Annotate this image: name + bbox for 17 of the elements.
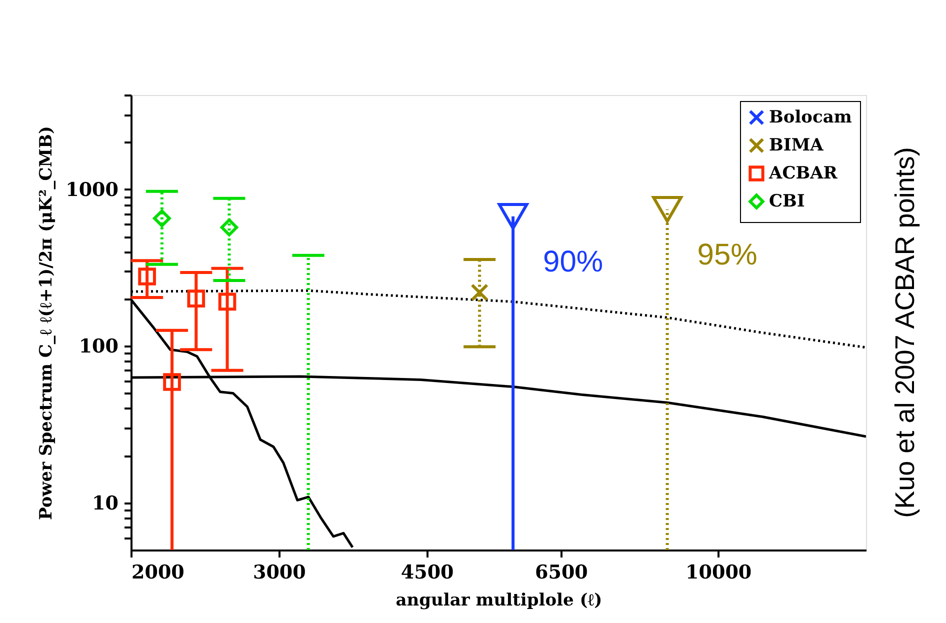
text: (Kuo et al 2007 ACBAR points) bbox=[890, 147, 920, 518]
x-tick-label: 3000 bbox=[252, 562, 306, 584]
annotation: 90% bbox=[543, 245, 604, 278]
x-tick-label: 4500 bbox=[400, 562, 454, 584]
y-tick-label: 100 bbox=[78, 336, 118, 358]
x-axis-title: angular multiplole (ℓ) bbox=[396, 590, 602, 610]
y-axis-title: Power Spectrum C_ℓ ℓ(ℓ+1)/2π (μK²_CMB) bbox=[36, 126, 57, 520]
x-tick-label: 2000 bbox=[132, 562, 184, 584]
y-tick-label: 1000 bbox=[66, 178, 118, 201]
legend-label: ACBAR bbox=[768, 164, 838, 184]
x-tick-label: 10000 bbox=[686, 562, 752, 584]
annotation: 95% bbox=[697, 238, 758, 272]
x-tick-label: 6500 bbox=[535, 562, 588, 584]
legend-label: CBI bbox=[769, 192, 805, 212]
legend-label: BIMA bbox=[769, 136, 824, 156]
legend-label: Bolocam bbox=[769, 108, 852, 128]
y-tick-label: 10 bbox=[92, 492, 118, 514]
